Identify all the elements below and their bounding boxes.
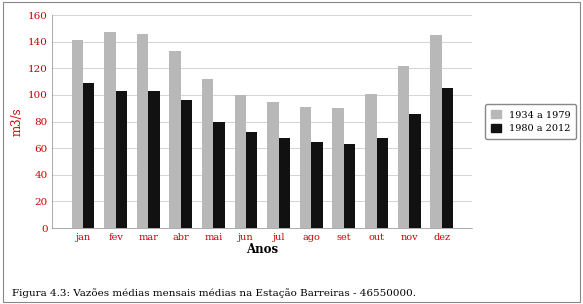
Bar [442, 88, 453, 228]
Bar [213, 122, 225, 228]
Text: Figura 4.3: Vazões médias mensais médias na Estação Barreiras - 46550000.: Figura 4.3: Vazões médias mensais médias… [12, 288, 416, 298]
Bar [234, 95, 246, 228]
Bar [409, 114, 420, 228]
Bar [202, 79, 213, 228]
Bar [148, 91, 160, 228]
Bar [365, 94, 377, 228]
X-axis label: Anos: Anos [246, 243, 279, 256]
Bar [104, 33, 115, 228]
Bar [332, 108, 344, 228]
Bar [246, 132, 258, 228]
Bar [430, 35, 442, 228]
Bar [311, 142, 322, 228]
Bar [115, 91, 127, 228]
Y-axis label: m3/s: m3/s [10, 107, 23, 136]
Bar [137, 34, 148, 228]
Legend: 1934 a 1979, 1980 a 2012: 1934 a 1979, 1980 a 2012 [486, 105, 576, 139]
Bar [181, 100, 192, 228]
Bar [398, 66, 409, 228]
Bar [83, 83, 94, 228]
Bar [267, 102, 279, 228]
Bar [300, 107, 311, 228]
Bar [72, 40, 83, 228]
Bar [170, 51, 181, 228]
Bar [344, 144, 355, 228]
Bar [377, 137, 388, 228]
Bar [279, 137, 290, 228]
